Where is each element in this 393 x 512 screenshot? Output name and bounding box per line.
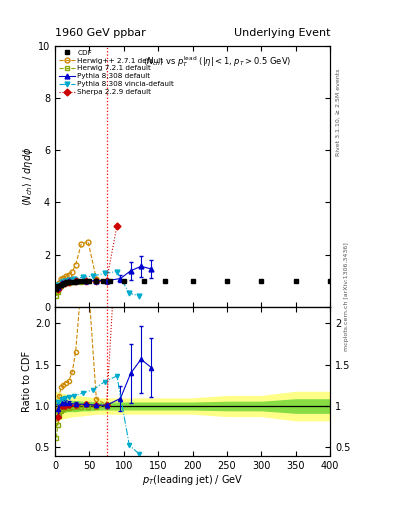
Y-axis label: Ratio to CDF: Ratio to CDF: [22, 351, 32, 412]
Text: mcplots.cern.ch [arXiv:1306.3436]: mcplots.cern.ch [arXiv:1306.3436]: [344, 243, 349, 351]
Text: 1960 GeV ppbar: 1960 GeV ppbar: [55, 28, 146, 38]
Text: Underlying Event: Underlying Event: [233, 28, 330, 38]
Y-axis label: $\langle N_{ch}\rangle$ / $d\eta d\phi$: $\langle N_{ch}\rangle$ / $d\eta d\phi$: [21, 146, 35, 206]
Text: Rivet 3.1.10, ≥ 2.5M events: Rivet 3.1.10, ≥ 2.5M events: [336, 69, 341, 156]
Legend: CDF, Herwig++ 2.7.1 default, Herwig 7.2.1 default, Pythia 8.308 default, Pythia : CDF, Herwig++ 2.7.1 default, Herwig 7.2.…: [57, 48, 176, 96]
Text: $\langle N_{ch}\rangle$ vs $p_T^{\rm lead}$ ($|\eta|<1$, $p_T>0.5$ GeV): $\langle N_{ch}\rangle$ vs $p_T^{\rm lea…: [143, 54, 291, 69]
X-axis label: $p_T$(leading jet) / GeV: $p_T$(leading jet) / GeV: [142, 473, 243, 487]
